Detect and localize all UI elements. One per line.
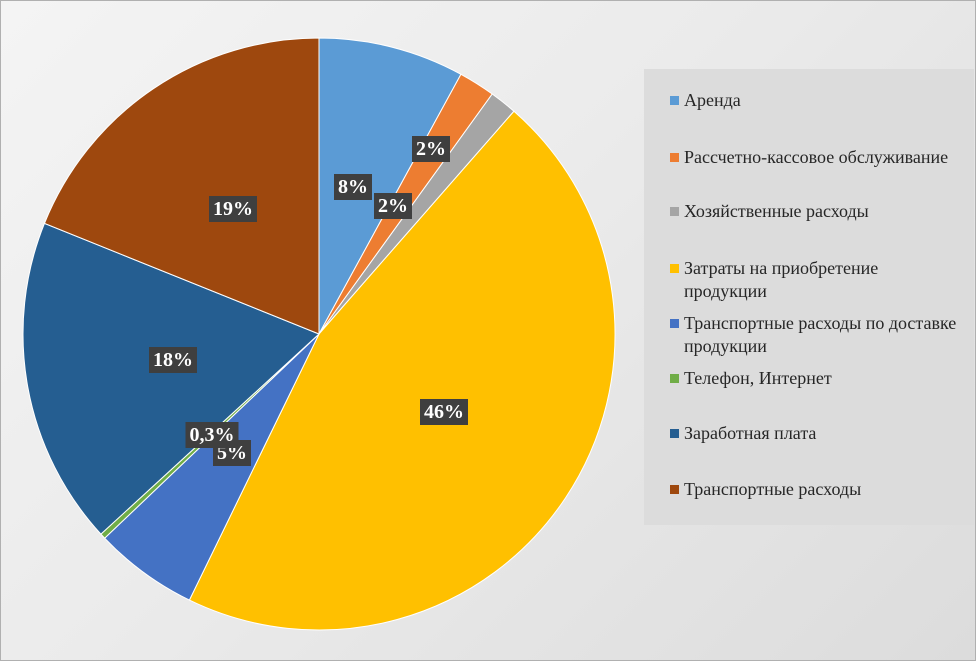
legend-label: Рассчетно-кассовое обслуживание — [684, 147, 949, 167]
data-label-6: 0,3% — [185, 422, 239, 448]
legend-item-5: Транспортные расходы по доставке продукц… — [670, 312, 964, 358]
legend-item-2: Рассчетно-кассовое обслуживание — [670, 146, 964, 169]
legend-label: Затраты на приобретение продукции — [684, 258, 879, 301]
pie-slice-1 — [318, 37, 462, 335]
legend-item-3: Хозяйственные расходы — [670, 200, 964, 223]
legend-label: Транспортные расходы по доставке продукц… — [684, 313, 957, 356]
legend-swatch — [670, 429, 679, 438]
legend: Аренда Рассчетно-кассовое обслуживание Хоз… — [644, 69, 974, 525]
legend-item-1: Аренда — [670, 89, 964, 112]
legend-label: Транспортные расходы — [684, 479, 862, 499]
legend-swatch — [670, 153, 679, 162]
legend-label: Заработная плата — [684, 423, 817, 443]
svg-text:18%: 18% — [153, 349, 193, 371]
svg-text:0,3%: 0,3% — [190, 424, 235, 446]
data-label-2: 2% — [412, 136, 450, 162]
legend-swatch — [670, 319, 679, 328]
legend-swatch — [670, 485, 679, 494]
legend-swatch — [670, 374, 679, 383]
legend-item-7: Заработная плата — [670, 422, 964, 445]
pie-slice-4 — [188, 110, 616, 631]
svg-text:2%: 2% — [378, 195, 408, 217]
legend-item-8: Транспортные расходы — [670, 478, 964, 501]
data-label-3: 2% — [374, 193, 412, 219]
legend-item-6: Телефон, Интернет — [670, 367, 964, 390]
legend-item-4: Затраты на приобретение продукции — [670, 257, 964, 303]
legend-swatch — [670, 207, 679, 216]
legend-swatch — [670, 96, 679, 105]
data-label-7: 18% — [149, 347, 197, 373]
svg-text:2%: 2% — [416, 138, 446, 160]
pie-slice-7 — [22, 222, 320, 535]
legend-label: Телефон, Интернет — [684, 368, 832, 388]
data-label-1: 8% — [334, 174, 372, 200]
data-label-4: 46% — [420, 399, 468, 425]
data-label-8: 19% — [209, 196, 257, 222]
svg-text:46%: 46% — [424, 401, 464, 423]
legend-swatch — [670, 264, 679, 273]
legend-label: Хозяйственные расходы — [684, 201, 869, 221]
svg-text:8%: 8% — [338, 176, 368, 198]
svg-text:19%: 19% — [213, 198, 253, 220]
pie-slice-8 — [43, 37, 320, 335]
legend-label: Аренда — [684, 90, 741, 110]
